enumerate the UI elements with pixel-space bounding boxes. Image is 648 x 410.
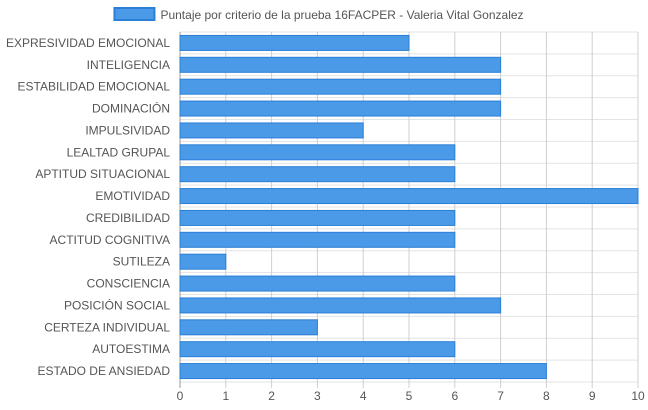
- x-tick-label: 7: [497, 389, 504, 403]
- category-label: CREDIBILIDAD: [86, 211, 170, 225]
- bar[interactable]: [179, 144, 456, 161]
- bar[interactable]: [179, 209, 456, 226]
- bar[interactable]: [179, 34, 410, 51]
- x-tick-label: 4: [360, 389, 367, 403]
- category-label: ACTITUD COGNITIVA: [50, 233, 170, 247]
- bar[interactable]: [179, 188, 639, 205]
- category-label: DOMINACIÓN: [92, 101, 170, 116]
- category-labels: EXPRESIVIDAD EMOCIONAL INTELIGENCIA ESTABI…: [6, 36, 170, 378]
- x-tick-label: 6: [451, 389, 458, 403]
- category-label: EMOTIVIDAD: [95, 189, 170, 203]
- category-label: CERTEZA INDIVIDUAL: [44, 320, 170, 334]
- bar[interactable]: [179, 297, 502, 314]
- x-tick-labels: 0 1 2 3 4 5 6 7 8 9 10: [177, 389, 645, 403]
- bar[interactable]: [179, 363, 547, 380]
- bar[interactable]: [179, 253, 227, 270]
- bar[interactable]: [179, 319, 318, 336]
- legend-label[interactable]: Puntaje por criterio de la prueba 16FACP…: [160, 8, 523, 22]
- x-tick-label: 5: [406, 389, 413, 403]
- category-label: ESTABILIDAD EMOCIONAL: [18, 80, 171, 94]
- category-label: EXPRESIVIDAD EMOCIONAL: [6, 36, 170, 50]
- x-tick-label: 0: [177, 389, 184, 403]
- bar[interactable]: [179, 122, 364, 139]
- category-label: INTELIGENCIA: [87, 58, 170, 72]
- x-tick-label: 1: [222, 389, 229, 403]
- bar[interactable]: [179, 275, 456, 292]
- category-label: CONSCIENCIA: [87, 277, 170, 291]
- bar[interactable]: [179, 78, 502, 95]
- x-tick-label: 8: [543, 389, 550, 403]
- bars-group: [179, 34, 639, 380]
- category-label: LEALTAD GRUPAL: [67, 145, 171, 159]
- bar[interactable]: [179, 341, 456, 358]
- bar[interactable]: [179, 56, 502, 73]
- category-label: ESTADO DE ANSIEDAD: [38, 364, 171, 378]
- legend-swatch[interactable]: [113, 7, 156, 21]
- bar[interactable]: [179, 166, 456, 183]
- category-label: POSICIÓN SOCIAL: [64, 297, 170, 312]
- x-tick-label: 10: [631, 389, 645, 403]
- x-tick-label: 9: [589, 389, 596, 403]
- category-label: AUTOESTIMA: [92, 342, 170, 356]
- category-label: IMPULSIVIDAD: [85, 123, 170, 137]
- x-tick-label: 3: [314, 389, 321, 403]
- bar[interactable]: [179, 100, 502, 117]
- category-label: SUTILEZA: [113, 255, 170, 269]
- category-label: APTITUD SITUACIONAL: [35, 167, 170, 181]
- bar[interactable]: [179, 231, 456, 248]
- legend[interactable]: Puntaje por criterio de la prueba 16FACP…: [113, 7, 524, 22]
- x-tick-label: 2: [268, 389, 275, 403]
